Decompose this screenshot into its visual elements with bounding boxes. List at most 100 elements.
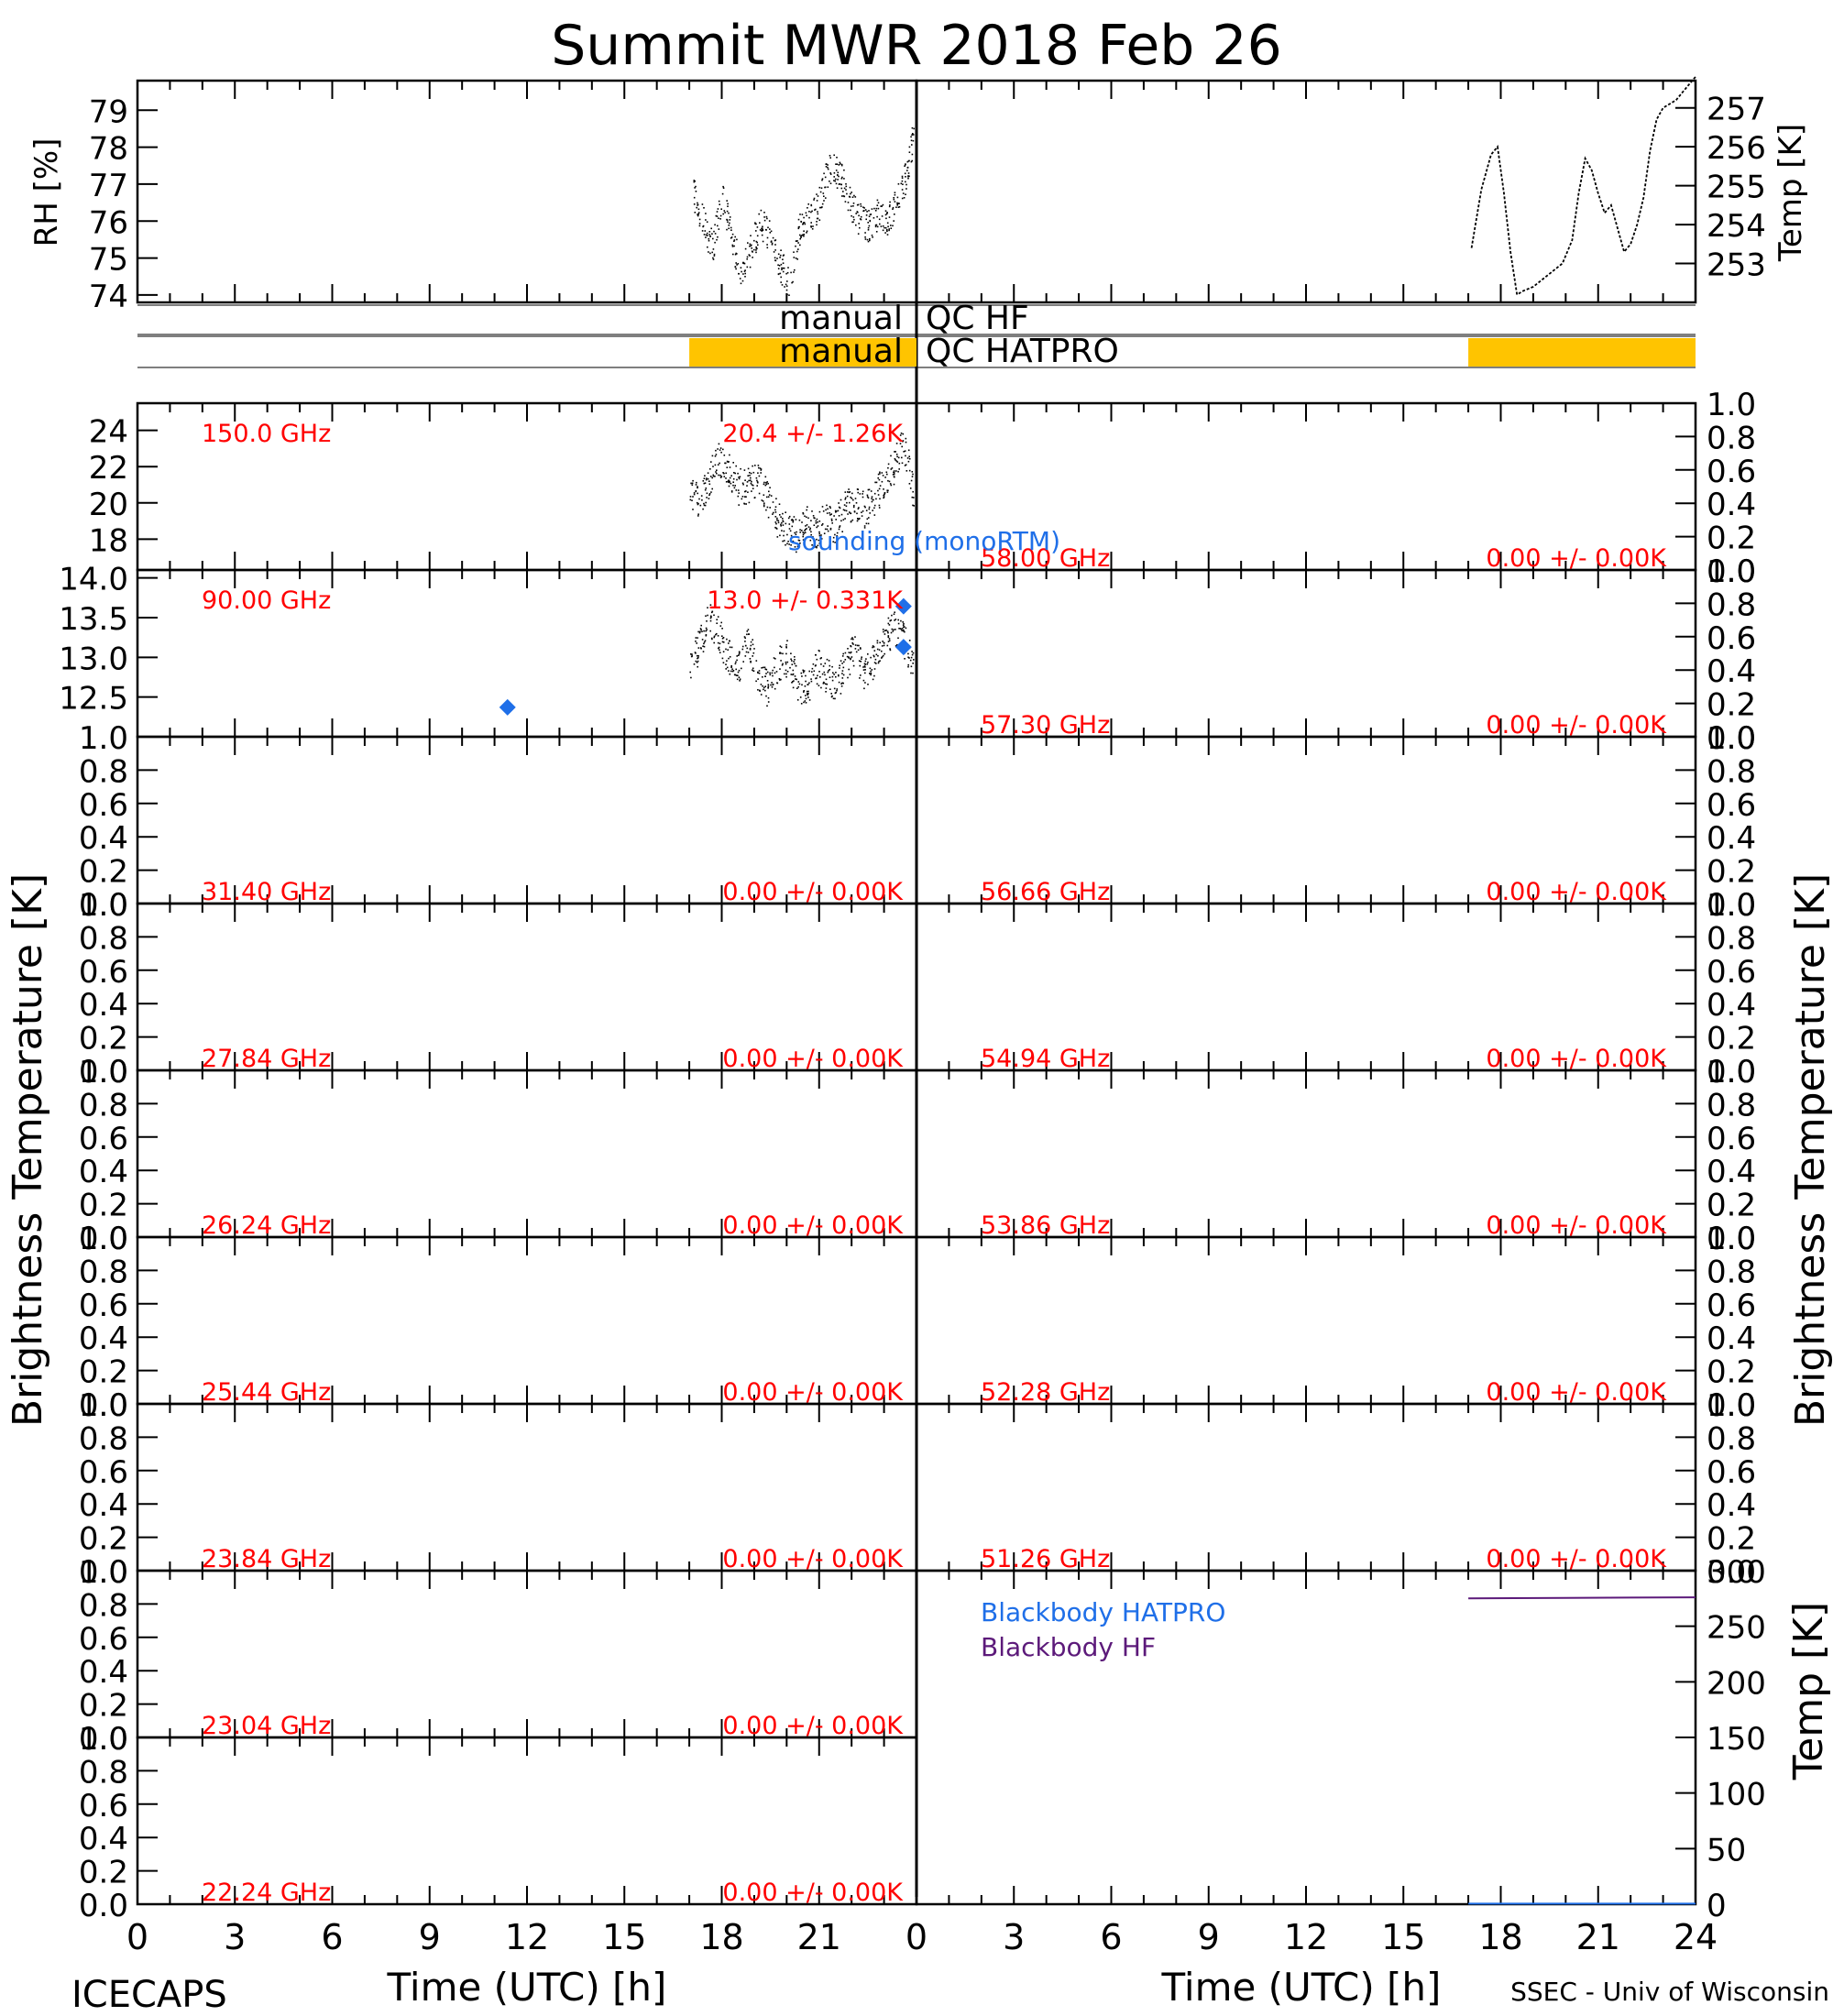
data-point bbox=[692, 479, 694, 482]
data-point bbox=[752, 639, 753, 641]
data-point bbox=[858, 214, 860, 217]
data-point bbox=[857, 203, 860, 206]
data-point bbox=[829, 688, 831, 690]
data-point bbox=[859, 647, 862, 649]
data-point bbox=[725, 481, 728, 483]
data-point bbox=[805, 674, 807, 677]
data-point bbox=[912, 652, 915, 654]
channel-stat-label: 13.0 +/- 0.331K bbox=[707, 586, 904, 615]
data-point bbox=[803, 701, 805, 704]
data-point bbox=[889, 619, 891, 622]
data-point bbox=[834, 692, 837, 695]
data-point bbox=[814, 540, 817, 542]
data-point bbox=[702, 480, 705, 482]
data-point bbox=[779, 679, 781, 681]
data-point bbox=[836, 689, 838, 692]
data-point bbox=[753, 497, 756, 499]
data-point bbox=[766, 247, 769, 249]
data-point bbox=[781, 268, 783, 270]
data-point bbox=[703, 482, 706, 485]
data-point bbox=[731, 233, 734, 236]
data-point bbox=[690, 653, 692, 655]
data-point bbox=[750, 660, 752, 663]
channel-tick-label: 0.6 bbox=[79, 787, 128, 824]
data-point bbox=[827, 508, 829, 510]
data-point bbox=[807, 696, 809, 698]
data-point bbox=[692, 509, 694, 510]
data-point bbox=[889, 648, 891, 650]
data-point bbox=[863, 207, 865, 209]
data-point bbox=[773, 511, 774, 514]
data-point bbox=[734, 266, 737, 268]
data-point bbox=[812, 536, 814, 538]
data-point bbox=[848, 491, 851, 494]
data-point bbox=[913, 505, 915, 507]
channel-frequency-label: 57.30 GHz bbox=[981, 711, 1110, 740]
data-point bbox=[781, 284, 784, 286]
data-point bbox=[772, 236, 774, 239]
data-point bbox=[896, 455, 898, 458]
data-point bbox=[857, 211, 859, 214]
data-point bbox=[749, 245, 751, 247]
data-point bbox=[875, 224, 878, 226]
data-point bbox=[785, 289, 788, 291]
x-tick-label: 24 bbox=[1674, 1917, 1718, 1957]
panel-frames bbox=[136, 79, 1697, 1906]
data-point bbox=[854, 644, 857, 646]
data-point bbox=[726, 228, 728, 231]
data-point bbox=[890, 225, 892, 226]
data-point bbox=[822, 510, 825, 512]
data-point bbox=[752, 465, 753, 467]
data-point bbox=[844, 652, 847, 654]
data-point bbox=[862, 493, 863, 495]
data-point bbox=[807, 207, 808, 209]
data-point bbox=[726, 638, 728, 641]
data-point bbox=[905, 193, 906, 195]
data-point bbox=[736, 659, 738, 662]
data-point bbox=[909, 659, 912, 662]
data-point bbox=[877, 477, 879, 479]
data-point bbox=[794, 268, 796, 271]
data-point bbox=[714, 455, 717, 457]
data-point bbox=[874, 210, 877, 212]
data-point bbox=[807, 694, 808, 696]
data-point bbox=[901, 197, 904, 200]
data-point bbox=[785, 646, 787, 649]
data-point bbox=[808, 529, 811, 531]
data-point bbox=[830, 513, 832, 515]
data-point bbox=[847, 648, 849, 650]
data-point bbox=[851, 205, 852, 207]
data-point bbox=[731, 246, 734, 247]
data-point bbox=[821, 524, 823, 526]
data-point bbox=[887, 479, 889, 482]
data-point bbox=[840, 178, 843, 180]
data-point bbox=[709, 604, 712, 606]
data-point bbox=[822, 665, 825, 667]
data-point bbox=[791, 281, 793, 284]
data-point bbox=[711, 611, 713, 614]
data-point bbox=[697, 657, 699, 659]
data-point bbox=[749, 649, 752, 651]
data-point bbox=[835, 672, 837, 674]
data-point bbox=[748, 479, 750, 482]
data-point bbox=[716, 632, 718, 635]
data-point bbox=[807, 693, 809, 695]
data-point bbox=[745, 490, 747, 492]
data-point bbox=[780, 523, 782, 526]
data-point bbox=[896, 203, 899, 205]
data-point bbox=[908, 657, 910, 659]
data-point bbox=[711, 638, 713, 641]
data-point bbox=[714, 476, 716, 477]
data-point bbox=[867, 222, 869, 224]
channel-frequency-label: 22.24 GHz bbox=[202, 1879, 331, 1907]
data-point bbox=[811, 667, 814, 670]
data-point bbox=[697, 486, 698, 488]
data-point bbox=[697, 213, 699, 215]
data-point bbox=[753, 248, 755, 251]
data-point bbox=[744, 644, 747, 647]
channel-tick-label: 13.0 bbox=[59, 641, 128, 677]
data-point bbox=[886, 212, 888, 214]
data-point bbox=[814, 544, 816, 547]
data-point bbox=[873, 499, 874, 501]
data-point bbox=[701, 499, 703, 501]
